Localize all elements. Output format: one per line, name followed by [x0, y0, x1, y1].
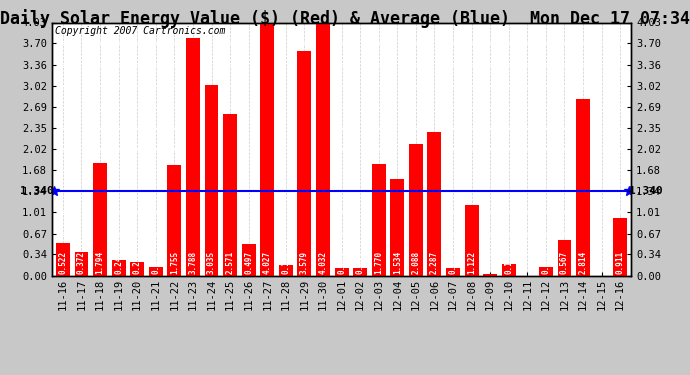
Text: 0.124: 0.124	[448, 251, 457, 274]
Bar	[204, 85, 219, 276]
Text: Daily Solar Energy Value ($) (Red) & Average (Blue)  Mon Dec 17 07:34: Daily Solar Energy Value ($) (Red) & Ave…	[0, 9, 690, 28]
Bar	[56, 243, 70, 276]
Bar	[446, 268, 460, 276]
Text: 0.497: 0.497	[244, 251, 253, 274]
Text: 3.035: 3.035	[207, 251, 216, 274]
Text: 1.340: 1.340	[629, 186, 663, 196]
Bar	[483, 274, 497, 276]
Bar	[168, 165, 181, 276]
Text: 2.088: 2.088	[411, 251, 420, 274]
Bar	[297, 51, 311, 276]
Bar	[372, 165, 386, 276]
Text: Copyright 2007 Cartronics.com: Copyright 2007 Cartronics.com	[55, 26, 225, 36]
Text: 0.216: 0.216	[132, 251, 141, 274]
Text: 0.119: 0.119	[355, 251, 364, 274]
Text: 2.287: 2.287	[430, 251, 439, 274]
Text: 1.122: 1.122	[467, 251, 476, 274]
Bar	[316, 22, 330, 276]
Bar	[112, 260, 126, 276]
Bar	[279, 265, 293, 276]
Text: 0.125: 0.125	[337, 251, 346, 274]
Text: 0.567: 0.567	[560, 251, 569, 274]
Text: 1.755: 1.755	[170, 251, 179, 274]
Text: 3.579: 3.579	[300, 251, 309, 274]
Bar	[149, 267, 163, 276]
Text: 1.534: 1.534	[393, 251, 402, 274]
Text: 0.166: 0.166	[282, 251, 290, 274]
Text: 0.192: 0.192	[504, 251, 513, 274]
Bar	[464, 205, 479, 276]
Text: 0.911: 0.911	[615, 251, 624, 274]
Text: 1.794: 1.794	[95, 251, 105, 274]
Text: 2.571: 2.571	[226, 251, 235, 274]
Bar	[75, 252, 88, 276]
Text: 0.372: 0.372	[77, 251, 86, 274]
Bar	[558, 240, 571, 276]
Bar	[241, 244, 255, 276]
Text: 3.788: 3.788	[188, 251, 197, 274]
Text: 1.770: 1.770	[374, 251, 383, 274]
Text: 0.242: 0.242	[114, 251, 123, 274]
Text: 1.340: 1.340	[20, 186, 54, 196]
Bar	[576, 99, 590, 276]
Bar	[260, 23, 274, 276]
Bar	[130, 262, 144, 276]
Bar	[409, 144, 423, 276]
Bar	[335, 268, 348, 276]
Text: 2.814: 2.814	[578, 251, 588, 274]
Bar	[613, 218, 627, 276]
Bar	[353, 268, 367, 276]
Bar	[186, 38, 200, 276]
Bar	[539, 267, 553, 276]
Text: 0.138: 0.138	[542, 251, 551, 274]
Bar	[93, 163, 107, 276]
Text: 0.522: 0.522	[59, 251, 68, 274]
Text: 4.027: 4.027	[263, 251, 272, 274]
Text: 4.032: 4.032	[319, 251, 328, 274]
Text: 0.130: 0.130	[151, 251, 160, 274]
Bar	[223, 114, 237, 276]
Bar	[502, 264, 515, 276]
Bar	[391, 179, 404, 276]
Bar	[428, 132, 442, 276]
